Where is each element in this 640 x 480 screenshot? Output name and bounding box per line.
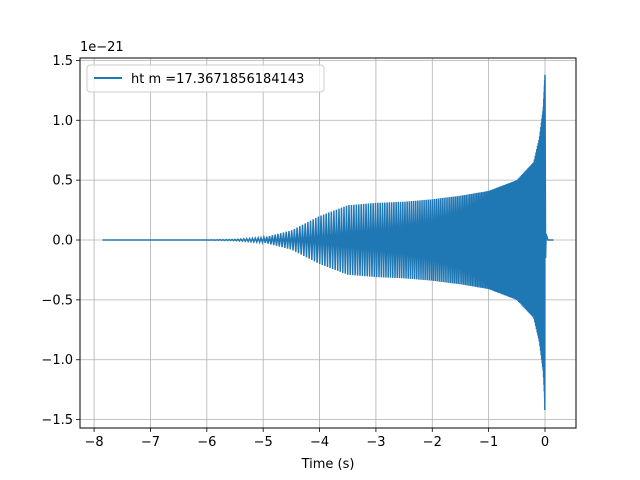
x-tick-label: 0 xyxy=(541,435,549,450)
x-axis-ticks: −8 −7 −6 −5 −4 −3 −2 −1 0 xyxy=(85,428,549,450)
x-tick-label: −6 xyxy=(197,435,216,450)
series-line-ht xyxy=(102,74,554,411)
y-tick-label: 0.0 xyxy=(52,234,73,249)
y-tick-label: −0.5 xyxy=(41,293,73,308)
x-axis-label: Time (s) xyxy=(301,457,355,472)
y-offset-label: 1e−21 xyxy=(80,40,124,55)
legend-box xyxy=(86,64,325,93)
y-tick-label: −1.0 xyxy=(41,353,73,368)
y-tick-label: 1.0 xyxy=(52,114,73,129)
x-tick-label: −3 xyxy=(366,435,385,450)
x-tick-label: −5 xyxy=(254,435,273,450)
x-tick-label: −4 xyxy=(310,435,329,450)
x-tick-label: −1 xyxy=(479,435,498,450)
y-tick-label: −1.5 xyxy=(41,413,73,428)
legend: ht m =17.3671856184143 xyxy=(86,64,325,93)
x-tick-label: −2 xyxy=(423,435,442,450)
plot-area xyxy=(102,74,554,411)
legend-entry-label: ht m =17.3671856184143 xyxy=(131,72,304,87)
x-tick-label: −8 xyxy=(85,435,104,450)
y-tick-label: 0.5 xyxy=(52,174,73,189)
y-tick-label: 1.5 xyxy=(52,54,73,69)
y-axis-ticks: −1.5 −1.0 −0.5 0.0 0.5 1.0 1.5 xyxy=(41,54,80,428)
x-tick-label: −7 xyxy=(141,435,160,450)
axes-frame xyxy=(79,57,577,429)
